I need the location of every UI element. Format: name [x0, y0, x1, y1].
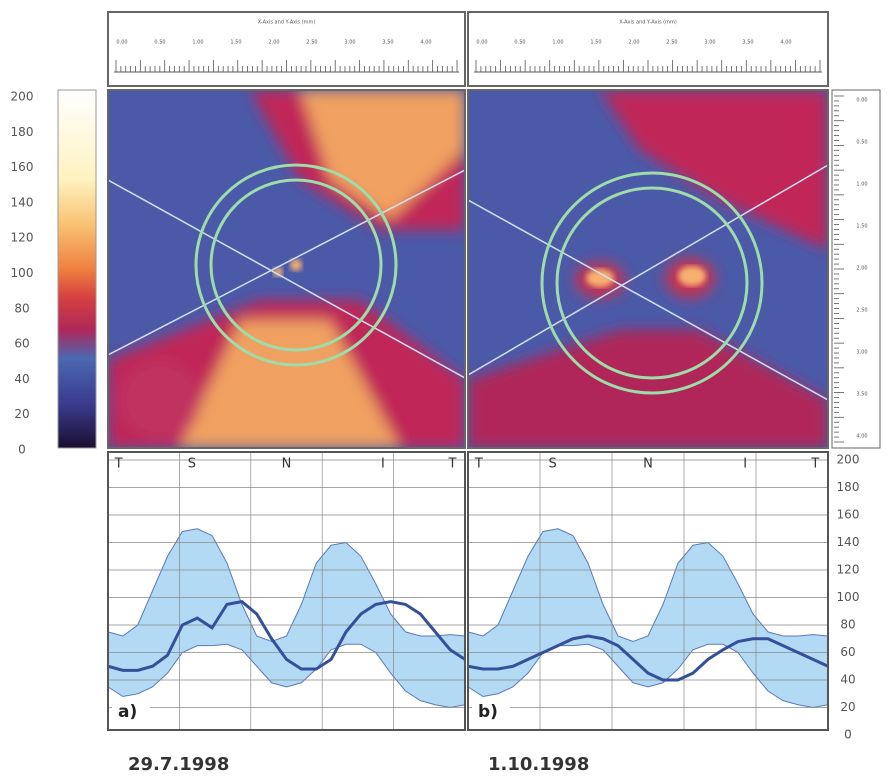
sector-label: I	[381, 457, 385, 472]
ruler-label: 1.50	[590, 40, 601, 46]
sector-label: N	[643, 457, 653, 472]
normal-band	[108, 528, 465, 708]
band-lower	[467, 643, 829, 709]
panel-label: a)	[118, 702, 137, 722]
ruler-label: 1.00	[192, 40, 203, 46]
side-ruler-label: 0.00	[856, 98, 867, 104]
side-ruler-label: 3.00	[856, 350, 867, 356]
y-tick-label: 80	[840, 618, 855, 632]
normal-band	[468, 528, 828, 708]
colorbar-tick-label: 60	[14, 337, 29, 351]
ruler-title: X-Axis and Y-Axis (mm)	[258, 20, 316, 26]
date-label: 29.7.1998	[128, 754, 229, 775]
plot-frame	[107, 451, 466, 731]
side-ruler-label: 2.50	[856, 308, 867, 314]
ruler-title: X-Axis and Y-Axis (mm)	[619, 20, 677, 26]
side-ruler-label: 0.50	[856, 140, 867, 146]
sector-label: T	[114, 457, 123, 472]
colorbar-tick-label: 40	[14, 372, 29, 386]
mean-line	[467, 634, 829, 682]
y-tick-label: 160	[837, 508, 860, 522]
mean-line	[107, 600, 466, 672]
ruler-label: 0.00	[476, 40, 487, 46]
y-tick-label: 120	[837, 563, 860, 577]
panel-label: b)	[478, 702, 498, 722]
colorbar-tick-label: 20	[14, 407, 29, 421]
label-box	[112, 697, 150, 725]
date-label: 1.10.1998	[488, 754, 589, 775]
ruler-label: 2.00	[628, 40, 639, 46]
ruler-label: 3.00	[344, 40, 355, 46]
colorbar-tick-label: 140	[11, 195, 34, 209]
colorbar-tick-label: 120	[11, 231, 34, 245]
ruler-label: 1.50	[230, 40, 241, 46]
image-frame	[467, 89, 829, 449]
y-tick-label: 140	[837, 535, 860, 549]
ruler-label: 2.50	[306, 40, 317, 46]
colorbar-tick-label: 100	[11, 266, 34, 280]
colorbar-tick-label: 180	[11, 125, 34, 139]
side-ruler-label: 2.00	[856, 266, 867, 272]
band-upper	[107, 528, 466, 643]
colorbar-tick-label: 200	[11, 90, 34, 104]
side-ruler-label: 1.50	[856, 224, 867, 230]
ruler-label: 2.00	[268, 40, 279, 46]
colorbar-tick-label: 0	[18, 443, 26, 457]
plot-frame	[467, 451, 829, 731]
side-ruler-label: 3.50	[856, 392, 867, 398]
sector-label: T	[448, 457, 457, 472]
rulers	[107, 11, 881, 449]
colorbar	[57, 89, 97, 449]
band-upper	[467, 528, 829, 643]
ruler-label: 0.00	[116, 40, 127, 46]
side-ruler-label: 1.00	[856, 182, 867, 188]
sector-label: T	[810, 457, 819, 472]
y-tick-label: 40	[840, 673, 855, 687]
ruler-label: 1.00	[552, 40, 563, 46]
image-b	[468, 90, 828, 448]
ruler-label: 2.50	[666, 40, 677, 46]
ruler-label: 4.00	[420, 40, 431, 46]
label-box	[472, 697, 510, 725]
image-a	[108, 90, 465, 448]
y-tick-label: 200	[837, 453, 860, 467]
band-lower	[107, 643, 466, 709]
ruler-label: 4.00	[780, 40, 791, 46]
ruler-label: 0.50	[154, 40, 165, 46]
y-tick-label: 180	[837, 480, 860, 494]
colorbar-tick-label: 160	[11, 160, 34, 174]
ruler-label: 0.50	[514, 40, 525, 46]
sector-label: S	[188, 457, 196, 472]
ruler-label: 3.50	[382, 40, 393, 46]
y-tick-label: 60	[840, 645, 855, 659]
sector-label: S	[548, 457, 556, 472]
image-frame	[107, 89, 466, 449]
side-ruler-label: 4.00	[856, 434, 867, 440]
sector-label: I	[743, 457, 747, 472]
sector-label: N	[282, 457, 292, 472]
ruler-label: 3.00	[704, 40, 715, 46]
ruler-label: 3.50	[742, 40, 753, 46]
sector-label: T	[474, 457, 483, 472]
y-tick-label: 100	[837, 590, 860, 604]
colorbar-tick-label: 80	[14, 301, 29, 315]
y-tick-label: 0	[844, 728, 852, 742]
y-tick-label: 20	[840, 700, 855, 714]
